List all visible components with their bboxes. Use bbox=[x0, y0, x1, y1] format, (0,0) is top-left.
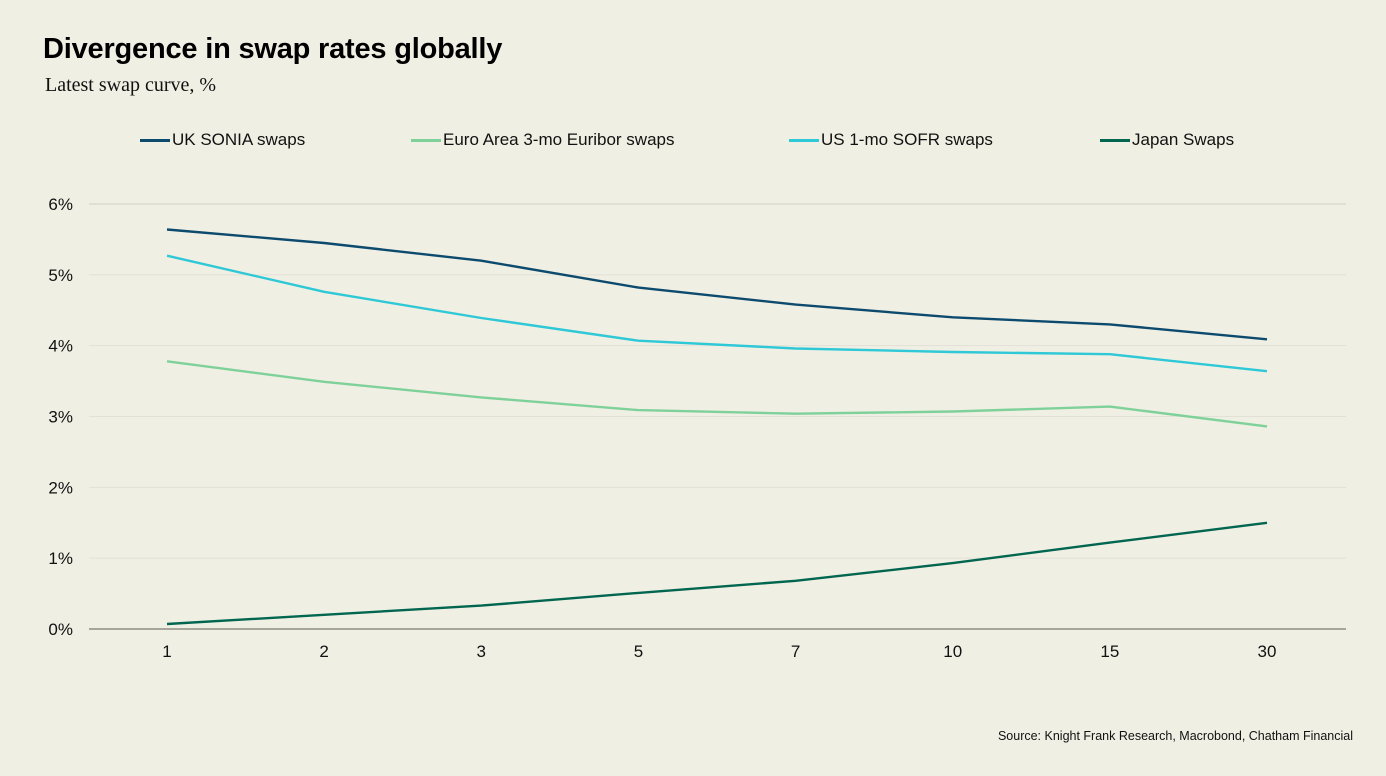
y-tick-label: 5% bbox=[48, 266, 73, 285]
x-tick-label: 7 bbox=[791, 642, 800, 661]
source-note: Source: Knight Frank Research, Macrobond… bbox=[997, 729, 1353, 743]
y-axis-ticks: 0% 1% 2% 3% 4% 5% 6% bbox=[48, 195, 73, 639]
legend-label-us: US 1-mo SOFR swaps bbox=[821, 130, 993, 149]
series-line-uk-sonia-swaps bbox=[166, 228, 1268, 341]
legend-swatch-uk bbox=[140, 138, 170, 142]
y-tick-label: 6% bbox=[48, 195, 73, 214]
legend-item-euro: Euro Area 3-mo Euribor swaps bbox=[411, 130, 675, 150]
legend-swatch-japan bbox=[1100, 138, 1130, 142]
chart-title: Divergence in swap rates globally bbox=[43, 33, 503, 65]
legend-label-euro: Euro Area 3-mo Euribor swaps bbox=[443, 130, 675, 149]
y-tick-label: 1% bbox=[48, 549, 73, 568]
y-tick-label: 2% bbox=[48, 478, 73, 497]
legend-item-japan: Japan Swaps bbox=[1100, 130, 1234, 150]
x-tick-label: 15 bbox=[1100, 642, 1119, 661]
series-line-euro-area-3-mo-euribor-swaps bbox=[166, 360, 1268, 428]
x-tick-label: 30 bbox=[1258, 642, 1277, 661]
series-line-us-1-mo-sofr-swaps bbox=[166, 254, 1268, 373]
series-lines bbox=[166, 228, 1268, 626]
legend-item-uk: UK SONIA swaps bbox=[140, 130, 305, 150]
x-tick-label: 2 bbox=[319, 642, 328, 661]
x-tick-label: 3 bbox=[477, 642, 486, 661]
y-tick-label: 3% bbox=[48, 408, 73, 427]
x-axis-ticks: 1 2 3 5 7 10 15 30 bbox=[162, 642, 1276, 661]
x-tick-label: 10 bbox=[943, 642, 962, 661]
gridlines bbox=[89, 203, 1346, 559]
x-tick-label: 5 bbox=[634, 642, 643, 661]
chart-subtitle: Latest swap curve, % bbox=[45, 74, 217, 96]
series-line-japan-swaps bbox=[166, 521, 1268, 626]
legend-swatch-euro bbox=[411, 138, 441, 142]
legend-label-uk: UK SONIA swaps bbox=[172, 130, 306, 149]
y-tick-label: 4% bbox=[48, 337, 73, 356]
y-tick-label: 0% bbox=[48, 620, 73, 639]
legend-label-japan: Japan Swaps bbox=[1132, 130, 1235, 149]
legend-item-us: US 1-mo SOFR swaps bbox=[789, 130, 993, 150]
x-tick-label: 1 bbox=[162, 642, 171, 661]
legend-swatch-us bbox=[789, 138, 819, 142]
